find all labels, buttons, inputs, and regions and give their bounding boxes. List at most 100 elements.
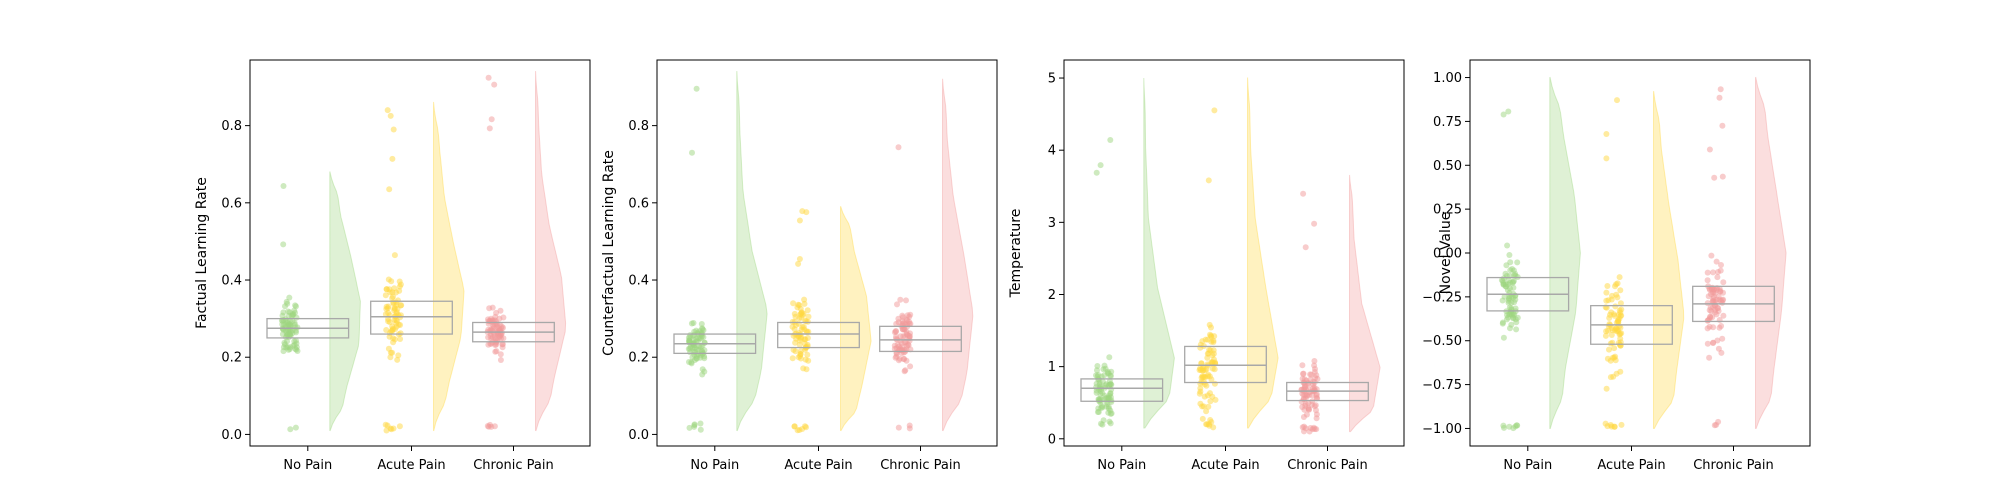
data-point <box>1708 291 1714 298</box>
data-point <box>1714 274 1721 281</box>
data-point <box>1200 403 1207 410</box>
data-point <box>1713 258 1720 265</box>
data-point <box>393 310 400 317</box>
data-point <box>892 328 899 334</box>
data-point <box>1614 97 1620 104</box>
data-point <box>1300 190 1307 197</box>
data-point <box>382 311 389 318</box>
data-point <box>1106 354 1113 361</box>
data-point <box>805 328 812 335</box>
data-point <box>500 314 507 321</box>
y-tick-label: 0.4 <box>221 274 242 289</box>
data-point <box>1503 316 1510 323</box>
data-point <box>387 112 394 119</box>
data-point <box>693 85 700 92</box>
data-point <box>287 344 294 351</box>
data-point <box>1197 344 1204 351</box>
data-point <box>293 340 300 347</box>
data-point <box>1211 333 1218 340</box>
data-point <box>797 305 804 312</box>
data-point <box>1300 370 1307 377</box>
group-acute-pain <box>1590 91 1685 430</box>
data-point <box>1602 420 1609 427</box>
y-tick-label: 0.8 <box>628 119 649 134</box>
data-point <box>1720 312 1727 319</box>
chart-panel-1: No Pain Acute Pain Chronic Pain 0.0 0.2 0.4 0.… <box>194 59 591 473</box>
data-point <box>1608 296 1615 303</box>
data-point <box>906 425 913 432</box>
data-point <box>292 345 299 352</box>
data-point <box>287 426 294 433</box>
data-point <box>292 424 299 431</box>
data-point <box>1105 409 1112 416</box>
data-point <box>1706 307 1713 314</box>
x-tick-label: No Pain <box>1097 458 1146 473</box>
y-tick-label: 5 <box>1048 72 1056 87</box>
data-point <box>383 286 390 293</box>
data-point <box>792 339 799 346</box>
data-point <box>1605 327 1611 334</box>
y-tick-label: 1 <box>1048 360 1056 375</box>
data-point <box>1604 283 1611 289</box>
data-point <box>487 333 494 340</box>
group-chronic-pain <box>1286 174 1381 435</box>
data-point <box>382 292 389 299</box>
data-point <box>385 345 392 352</box>
data-point <box>1719 173 1726 180</box>
data-point <box>384 107 391 114</box>
data-point <box>897 296 904 303</box>
data-point <box>1205 350 1212 357</box>
x-tick-label: Chronic Pain <box>1693 458 1774 473</box>
data-point <box>789 355 796 362</box>
data-point <box>1204 361 1211 368</box>
y-tick-label: 0.00 <box>1433 247 1462 262</box>
data-point <box>686 424 693 431</box>
data-point <box>689 149 695 156</box>
data-point <box>1300 391 1307 398</box>
data-point <box>1711 174 1718 181</box>
data-point <box>285 308 292 315</box>
data-point <box>1614 280 1621 287</box>
data-point <box>904 312 911 319</box>
data-point <box>1314 375 1321 382</box>
violin-no-pain <box>736 70 768 432</box>
y-tick-label: −1.00 <box>1422 422 1462 437</box>
data-point <box>1098 420 1104 427</box>
violin-acute-pain <box>1247 77 1279 429</box>
data-point <box>1306 428 1313 435</box>
data-point <box>280 348 287 355</box>
y-tick-label: 2 <box>1048 288 1056 303</box>
x-tick-label: Acute Pain <box>1597 458 1665 473</box>
data-point <box>1714 304 1721 311</box>
x-tick-label: No Pain <box>283 458 332 473</box>
data-point <box>1302 244 1309 251</box>
data-point <box>384 422 391 429</box>
data-point <box>386 186 393 193</box>
data-point <box>1616 274 1623 281</box>
data-point <box>1708 252 1715 259</box>
data-point <box>390 126 397 133</box>
data-point <box>1514 259 1521 266</box>
group-chronic-pain <box>472 70 567 432</box>
data-point <box>1311 362 1318 369</box>
data-point <box>282 341 288 348</box>
group-no-pain <box>1486 76 1581 432</box>
data-point <box>1313 407 1319 414</box>
data-point <box>280 183 287 189</box>
data-point <box>388 426 395 433</box>
data-point <box>900 356 907 363</box>
data-point <box>697 420 704 427</box>
data-point <box>486 305 493 312</box>
data-point <box>790 300 797 307</box>
violin-chronic-pain <box>535 70 567 432</box>
data-point <box>901 368 908 375</box>
y-tick-label: −0.25 <box>1422 290 1462 305</box>
data-point <box>1107 420 1114 427</box>
data-point <box>795 260 802 267</box>
data-point <box>1204 373 1211 380</box>
data-point <box>1704 300 1711 307</box>
x-tick-label: Chronic Pain <box>473 458 554 473</box>
data-point <box>1715 293 1722 300</box>
axes-frame <box>656 59 998 447</box>
x-tick-label: Chronic Pain <box>1287 458 1368 473</box>
